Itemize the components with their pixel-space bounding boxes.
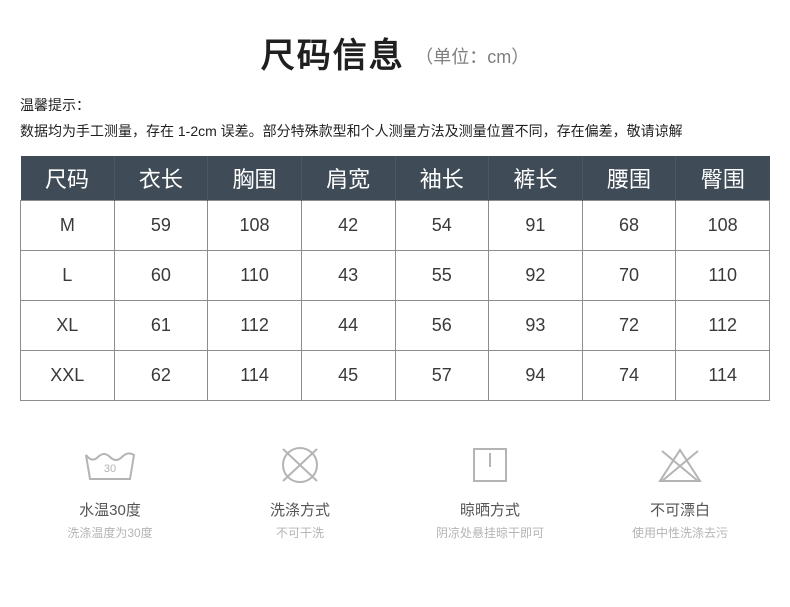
table-cell: 70 [582, 250, 676, 300]
table-cell: 112 [208, 300, 302, 350]
table-cell: 94 [489, 350, 583, 400]
table-cell: 110 [208, 250, 302, 300]
care-subtitle: 洗涤温度为30度 [20, 524, 200, 541]
tip-label: 温馨提示： [20, 95, 770, 115]
care-subtitle: 不可干洗 [210, 524, 390, 541]
table-row: L6011043559270110 [21, 250, 770, 300]
header: 尺码信息 （单位：cm） [20, 28, 770, 77]
care-item: 30 水温30度洗涤温度为30度 [20, 443, 200, 541]
table-cell: 68 [582, 200, 676, 250]
size-table-head: 尺码衣长胸围肩宽袖长裤长腰围臀围 [21, 156, 770, 200]
table-cell: 55 [395, 250, 489, 300]
size-info-card: { "header": { "title": "尺码信息", "unit": "… [0, 0, 790, 571]
size-table-body: M5910842549168108L6011043559270110XL6111… [21, 200, 770, 400]
no-dry-icon [210, 443, 390, 487]
care-subtitle: 阴凉处悬挂晾干即可 [400, 524, 580, 541]
table-cell: 74 [582, 350, 676, 400]
table-cell: 44 [301, 300, 395, 350]
care-item: 不可漂白使用中性洗涤去污 [590, 443, 770, 541]
hang-dry-icon [400, 443, 580, 487]
wash30-icon: 30 [20, 443, 200, 487]
table-header-cell: 肩宽 [301, 156, 395, 200]
care-title: 水温30度 [20, 499, 200, 520]
table-header-cell: 裤长 [489, 156, 583, 200]
table-cell: 108 [208, 200, 302, 250]
no-bleach-icon [590, 443, 770, 487]
table-cell: 114 [676, 350, 770, 400]
table-cell: 110 [676, 250, 770, 300]
table-cell: 60 [114, 250, 208, 300]
care-subtitle: 使用中性洗涤去污 [590, 524, 770, 541]
table-cell: 59 [114, 200, 208, 250]
unit-label: （单位：cm） [415, 47, 529, 67]
tip-body: 数据均为手工测量，存在 1-2cm 误差。部分特殊款型和个人测量方法及测量位置不… [20, 121, 770, 142]
table-cell: 72 [582, 300, 676, 350]
table-cell: L [21, 250, 115, 300]
table-header-cell: 袖长 [395, 156, 489, 200]
table-header-cell: 衣长 [114, 156, 208, 200]
table-cell: 42 [301, 200, 395, 250]
care-title: 晾晒方式 [400, 499, 580, 520]
table-row: M5910842549168108 [21, 200, 770, 250]
table-header-cell: 腰围 [582, 156, 676, 200]
table-cell: 62 [114, 350, 208, 400]
table-cell: XL [21, 300, 115, 350]
table-header-cell: 臀围 [676, 156, 770, 200]
table-header-cell: 胸围 [208, 156, 302, 200]
table-cell: 114 [208, 350, 302, 400]
table-cell: 43 [301, 250, 395, 300]
table-row: XXL6211445579474114 [21, 350, 770, 400]
table-header-cell: 尺码 [21, 156, 115, 200]
table-cell: XXL [21, 350, 115, 400]
table-cell: 92 [489, 250, 583, 300]
table-row: XL6111244569372112 [21, 300, 770, 350]
care-item: 晾晒方式阴凉处悬挂晾干即可 [400, 443, 580, 541]
care-title: 洗涤方式 [210, 499, 390, 520]
table-cell: 108 [676, 200, 770, 250]
table-cell: 112 [676, 300, 770, 350]
table-cell: 54 [395, 200, 489, 250]
table-cell: 93 [489, 300, 583, 350]
page-title: 尺码信息 [261, 37, 405, 75]
table-cell: 56 [395, 300, 489, 350]
table-cell: 61 [114, 300, 208, 350]
care-instructions: 30 水温30度洗涤温度为30度 洗涤方式不可干洗 晾晒方式阴凉处悬挂晾干即可 … [20, 443, 770, 541]
size-table: 尺码衣长胸围肩宽袖长裤长腰围臀围 M5910842549168108L60110… [20, 156, 770, 401]
care-item: 洗涤方式不可干洗 [210, 443, 390, 541]
svg-text:30: 30 [104, 463, 116, 475]
table-cell: M [21, 200, 115, 250]
care-title: 不可漂白 [590, 499, 770, 520]
table-cell: 91 [489, 200, 583, 250]
table-cell: 45 [301, 350, 395, 400]
table-cell: 57 [395, 350, 489, 400]
